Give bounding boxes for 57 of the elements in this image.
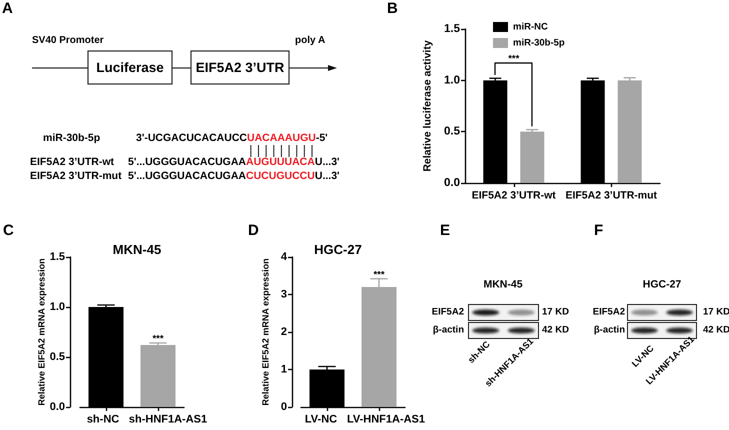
text: U...3' [314, 156, 340, 168]
annotation: *** [508, 54, 520, 66]
legend-label: miR-30b-5p [513, 38, 565, 48]
text: EIF5A2 [432, 306, 464, 318]
chart-title: MKN-45 [112, 242, 162, 258]
annotation: *** [152, 334, 164, 345]
x-tick-label: LV-NC [304, 414, 338, 426]
text: 5'...UGGGUACACUGAA [128, 170, 246, 182]
text: AUGUUUACA [246, 156, 315, 168]
text: 17 KD [542, 306, 569, 318]
y-axis-title: Relative EIF5A2 mRNA expression [260, 258, 270, 406]
x-tick-label: sh-HNF1A-AS1 [128, 414, 208, 426]
y-axis-title: Relative EIF5A2 mRNA expression [36, 258, 46, 406]
y-tick-label: 1.5 [50, 251, 65, 263]
annotation: *** [373, 269, 385, 281]
text: β-actin [594, 324, 625, 336]
text: A [2, 0, 13, 18]
text: F [594, 222, 604, 240]
text: miR-30b-5p [43, 132, 100, 145]
y-axis-title: Relative luciferase activity [422, 40, 434, 172]
x-tick-label: LV-HNF1A-AS1 [346, 414, 426, 426]
text: CUCUGUCCU [246, 170, 315, 182]
text: U...3' [314, 170, 340, 182]
text: HGC-27 [642, 278, 682, 292]
text: D [248, 222, 259, 240]
text: EIF5A2 3’UTR-mut [30, 170, 122, 183]
text: C [3, 222, 14, 240]
text: B [387, 0, 398, 18]
y-tick-label: 0 [280, 401, 287, 413]
y-tick-label: 3 [280, 288, 287, 300]
text: MKN-45 [483, 278, 523, 292]
text: EIF5A2 3’UTR-wt [30, 156, 114, 169]
text: 5'...UGGGUACACUGAA [128, 156, 246, 168]
text: 42 KD [542, 324, 569, 336]
text: E [440, 222, 450, 240]
y-tick-label: 0.5 [50, 351, 65, 363]
text: Luciferase [96, 60, 164, 76]
y-tick-label: 0.5 [444, 126, 461, 138]
y-tick-label: 1 [280, 364, 287, 376]
text: -5' [316, 132, 328, 144]
y-tick-label: 0.0 [50, 401, 65, 413]
text: β-actin [432, 324, 464, 336]
y-tick-label: 1.5 [444, 23, 461, 35]
text: 3'-UCGACUCACAUCC [136, 132, 247, 144]
y-tick-label: 2 [280, 326, 287, 338]
text: EIF5A2 [592, 306, 625, 318]
y-tick-label: 0.0 [444, 177, 460, 189]
text: SV40 Promoter [32, 35, 104, 47]
chart-title: HGC-27 [314, 242, 362, 258]
legend-label: miR-NC [513, 22, 548, 32]
x-tick-label: sh-NC [86, 414, 120, 426]
text: poly A [295, 35, 326, 47]
y-tick-label: 1.0 [444, 74, 460, 86]
y-tick-label: 4 [280, 251, 288, 263]
text: EIF5A2 3’UTR [196, 60, 284, 76]
y-tick-label: 1.0 [50, 301, 65, 313]
text: UACAAAUGU [247, 132, 316, 144]
